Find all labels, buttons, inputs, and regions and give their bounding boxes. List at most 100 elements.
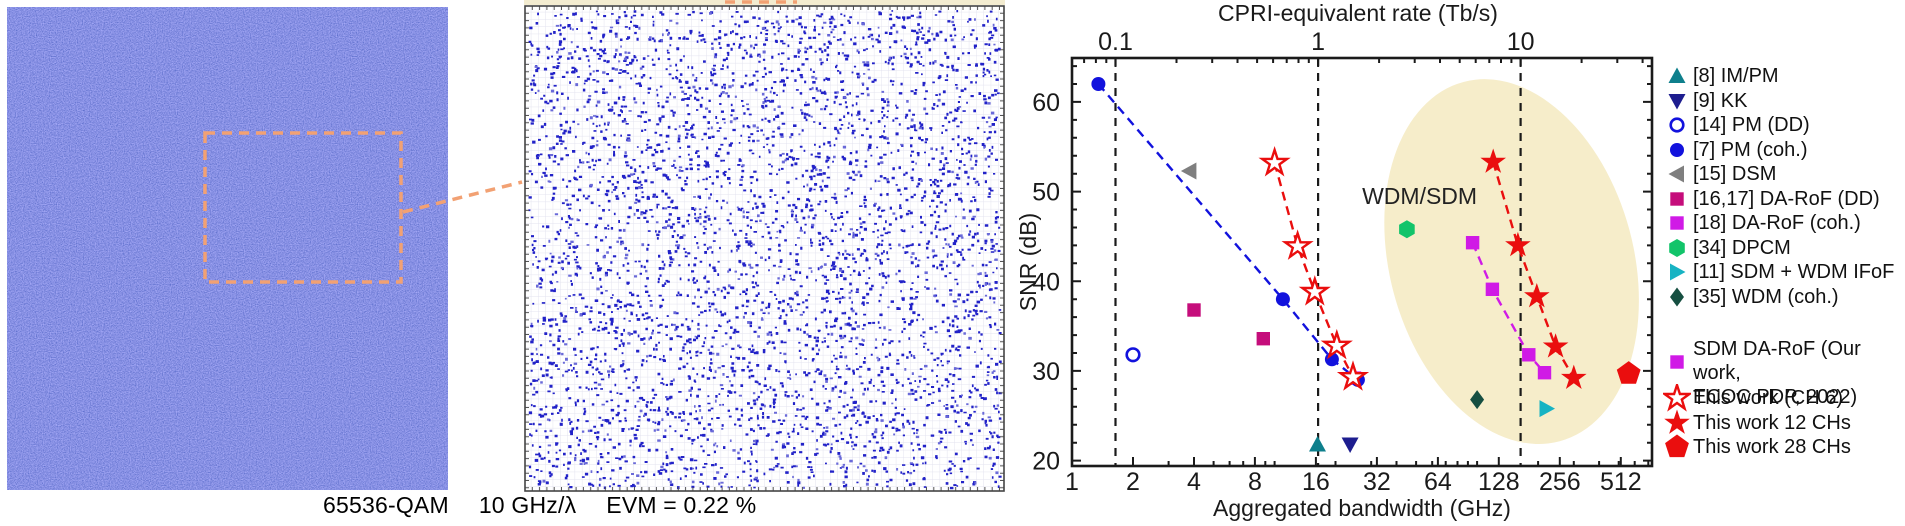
marker-square <box>1670 192 1684 206</box>
tri-down-icon <box>1668 93 1686 110</box>
marker-tri-right <box>1670 263 1686 281</box>
constellation-caption: 65536-QAM 10 GHz/λ EVM = 0.22 % <box>323 492 756 519</box>
x-tick-label: 64 <box>1424 468 1452 496</box>
marker-tri-down <box>1341 437 1359 453</box>
y-tick-label: 40 <box>1032 268 1060 296</box>
marker-tri-down <box>1668 93 1686 110</box>
y-tick-label: 50 <box>1032 179 1060 207</box>
marker-square <box>1187 303 1201 317</box>
legend-item: [18] DA-RoF (coh.) <box>1663 211 1905 236</box>
square-icon <box>1670 355 1684 369</box>
zoom-panel-grid <box>525 6 1004 491</box>
constellation-zoom-panel <box>524 5 1005 492</box>
marker-star-open <box>1663 384 1691 412</box>
constellation-dots <box>528 10 1002 490</box>
legend-item-label: [18] DA-RoF (coh.) <box>1693 212 1861 235</box>
marker-star <box>1664 409 1690 434</box>
tri-right-icon <box>1670 263 1686 281</box>
top-axis-title: CPRI-equivalent rate (Tb/s) <box>1218 0 1498 26</box>
y-tick-label: 20 <box>1032 448 1060 476</box>
marker-square <box>1670 216 1684 230</box>
marker-star-open <box>1258 145 1291 177</box>
legend-item-label: [9] KK <box>1693 89 1748 112</box>
marker-circle <box>1670 142 1684 157</box>
legend-item-label: This work 28 CHs <box>1693 436 1851 459</box>
legend-item-label: [7] PM (coh.) <box>1693 138 1808 161</box>
diamond-icon <box>1670 287 1684 307</box>
marker-circle-open <box>1669 117 1685 133</box>
chart-legend: [8] IM/PM [9] KK [14] PM (DD) [7] PM (coh.)… <box>1663 64 1905 460</box>
legend-item: [16,17] DA-RoF (DD) <box>1663 187 1905 212</box>
hexagon-icon <box>1669 238 1685 257</box>
dot-cloud-dark <box>528 10 1002 490</box>
y-axis-title: SNR (dB) <box>1015 213 1041 311</box>
x-tick-label: 1 <box>1065 468 1079 496</box>
marker-circle-open <box>1125 347 1141 363</box>
caption-evm: EVM = 0.22 % <box>606 492 757 518</box>
x-tick-label: 256 <box>1539 468 1581 496</box>
x-tick-label: 128 <box>1478 468 1520 496</box>
top-tick-label: 0.1 <box>1098 28 1133 56</box>
wdm-sdm-region-label: WDM/SDM <box>1362 183 1477 209</box>
legend-item-label: [8] IM/PM <box>1693 65 1779 88</box>
x-tick-label: 4 <box>1187 468 1201 496</box>
x-tick-label: 16 <box>1302 468 1330 496</box>
legend-item-label: [35] WDM (coh.) <box>1693 285 1839 308</box>
legend-item: This work (CH 6) <box>1663 384 1905 412</box>
tri-left-icon <box>1668 165 1684 183</box>
marker-tri-up <box>1309 436 1326 452</box>
legend-item-label: [34] DPCM <box>1693 236 1791 259</box>
y-tick-label: 60 <box>1032 89 1060 117</box>
marker-square <box>1256 332 1270 346</box>
square-icon <box>1670 192 1684 206</box>
legend-item-label: [15] DSM <box>1693 163 1777 186</box>
legend-item-label: This work (CH 6) <box>1693 387 1844 410</box>
legend-item-label: SDM DA-RoF (Our work, ECOC PDP, 2022) <box>1693 338 1861 408</box>
legend-item-label: [16,17] DA-RoF (DD) <box>1693 187 1880 210</box>
zoom-connector-line <box>402 180 523 214</box>
marker-square <box>1670 355 1684 369</box>
legend-item: [8] IM/PM <box>1663 64 1905 89</box>
x-tick-label: 8 <box>1248 468 1262 496</box>
marker-tri-left <box>1668 165 1684 183</box>
zoom-panel-frame-ticks <box>525 6 1004 491</box>
pentagon-icon <box>1665 434 1689 458</box>
star-icon <box>1664 409 1690 434</box>
y-tick-label: 30 <box>1032 358 1060 386</box>
star-open-icon <box>1663 384 1691 412</box>
marker-square <box>1485 282 1500 296</box>
marker-pentagon <box>1616 361 1641 384</box>
marker-star <box>1524 283 1550 308</box>
legend-item: [11] SDM + WDM IFoF <box>1663 260 1905 285</box>
legend-item-label: [14] PM (DD) <box>1693 114 1810 137</box>
marker-star <box>1505 231 1531 257</box>
marker-pentagon <box>1665 434 1689 458</box>
marker-circle <box>1275 292 1290 307</box>
marker-star-open <box>1320 328 1353 360</box>
marker-diamond <box>1470 390 1485 410</box>
legend-item-label: [11] SDM + WDM IFoF <box>1693 261 1895 284</box>
legend-item: This work 28 CHs <box>1663 434 1905 460</box>
marker-star-open <box>1281 229 1314 260</box>
chart-frame <box>1070 56 1654 468</box>
marker-square <box>1465 236 1480 250</box>
legend-item: This work 12 CHs <box>1663 409 1905 436</box>
x-tick-label: 512 <box>1600 468 1642 496</box>
x-tick-label: 32 <box>1363 468 1391 496</box>
zoom-frame-tick-marks <box>525 6 1004 491</box>
zoom-region-box <box>203 131 403 284</box>
legend-item: [14] PM (DD) <box>1663 113 1905 138</box>
circle-open-icon <box>1669 117 1685 133</box>
top-tick-label: 10 <box>1507 28 1535 56</box>
marker-star <box>1542 333 1569 358</box>
caption-modulation: 65536-QAM <box>323 492 449 518</box>
marker-star-open <box>1298 275 1331 306</box>
series-line <box>1471 242 1546 374</box>
marker-tri-up <box>1668 67 1686 84</box>
marker-circle <box>1091 77 1106 91</box>
marker-tri-right <box>1539 400 1555 418</box>
marker-star-open <box>1336 360 1370 391</box>
tri-up-icon <box>1668 67 1686 84</box>
marker-star <box>1561 364 1587 389</box>
